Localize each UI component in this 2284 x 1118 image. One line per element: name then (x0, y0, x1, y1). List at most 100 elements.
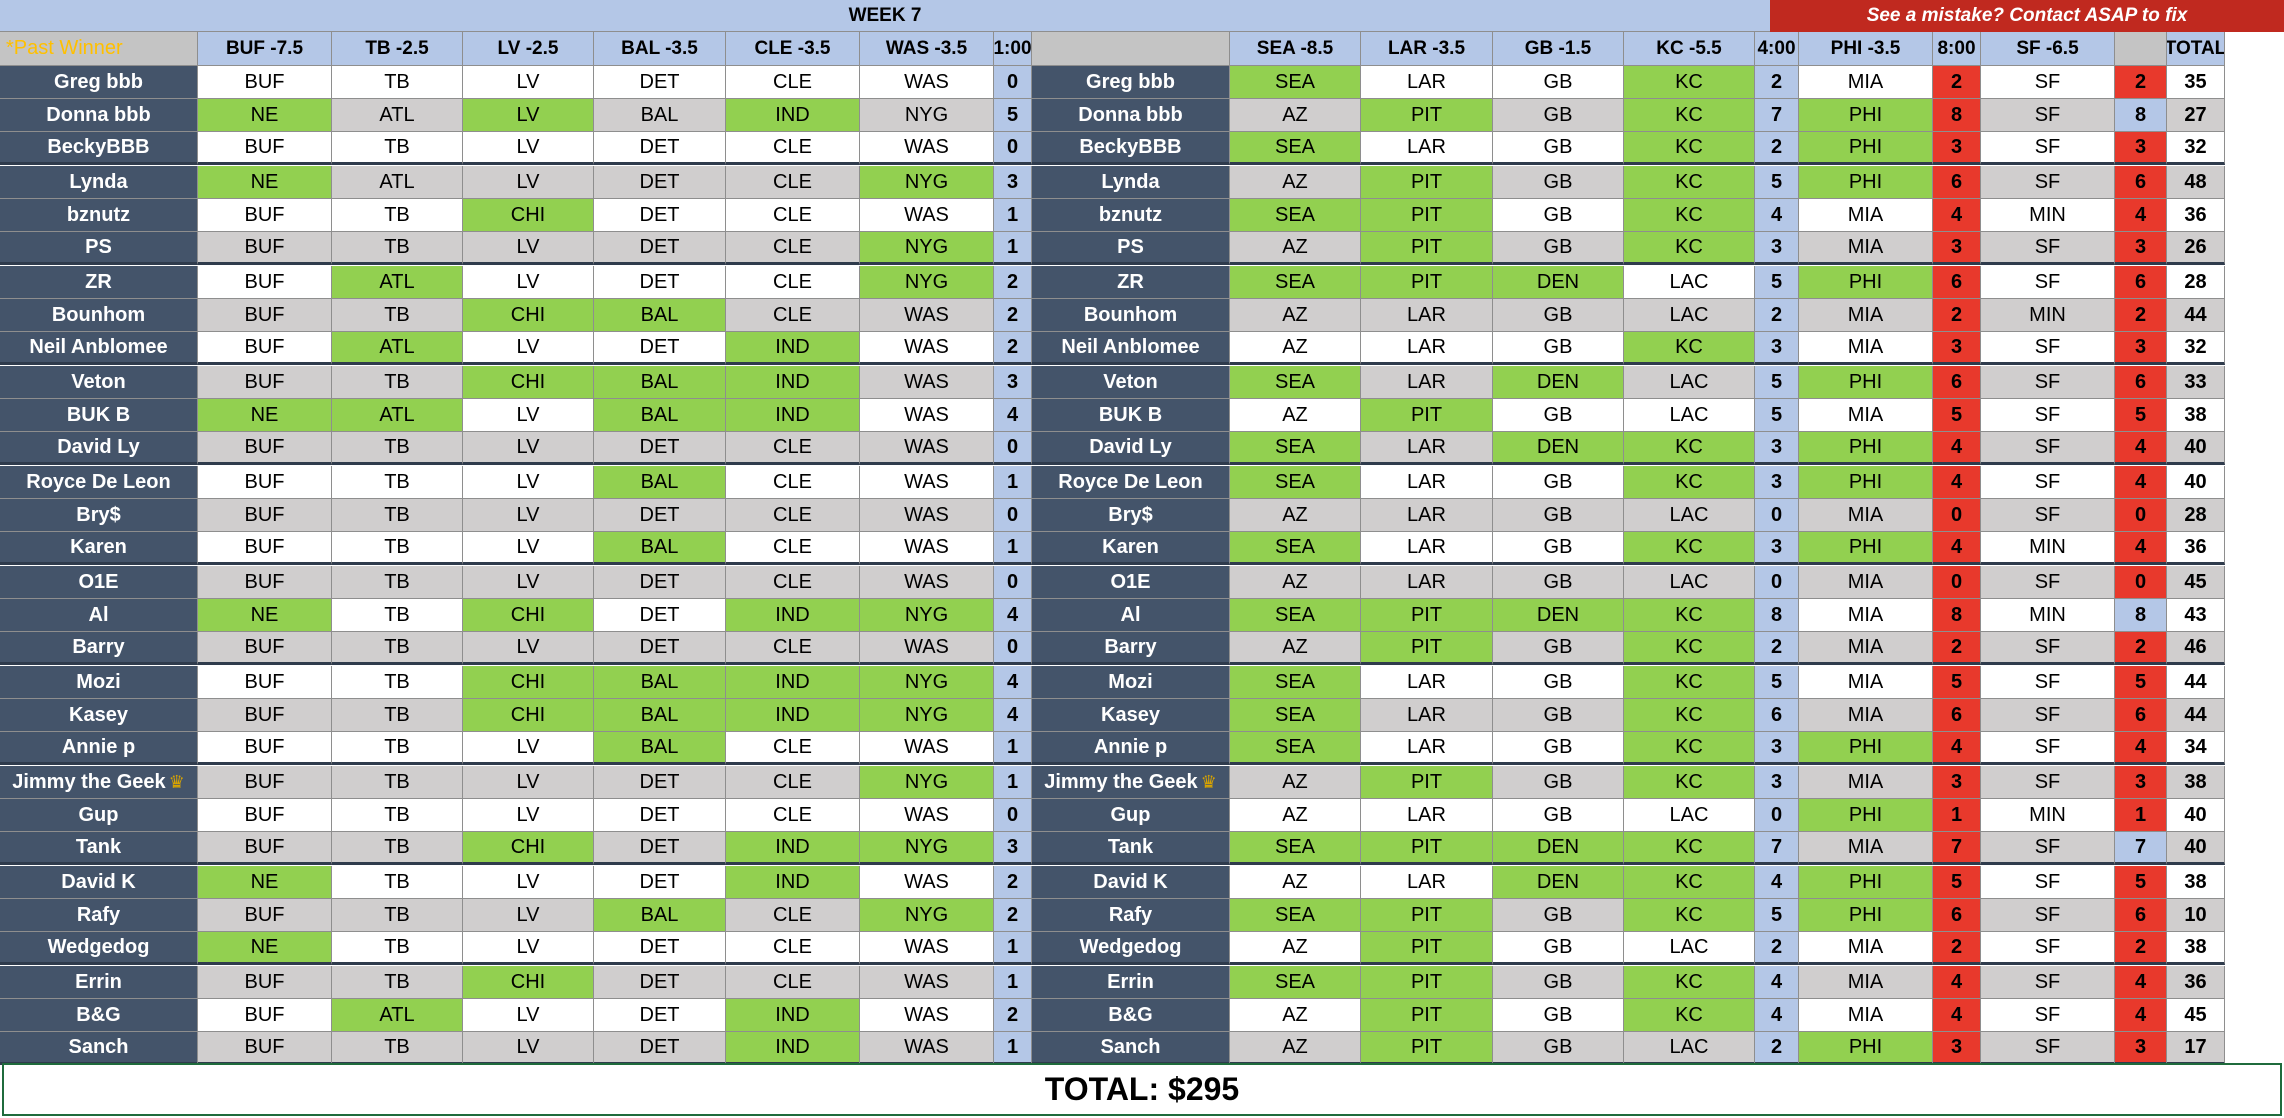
score-8pm: 4 (1933, 999, 1981, 1032)
pick-cell: PHI (1799, 432, 1933, 465)
score-final: 4 (2115, 432, 2167, 465)
pick-cell: SEA (1230, 132, 1361, 165)
score-8pm: 7 (1933, 832, 1981, 865)
pick-cell: SF (1981, 666, 2115, 699)
pick-cell: MIN (1981, 532, 2115, 565)
score-4pm: 5 (1755, 399, 1799, 432)
column-header: SEA -8.5 (1230, 32, 1361, 66)
pick-cell: SF (1981, 632, 2115, 665)
score-8pm: 5 (1933, 399, 1981, 432)
season-total: 45 (2167, 999, 2225, 1032)
pick-cell: DEN (1493, 266, 1624, 299)
pick-cell: CHI (463, 299, 594, 332)
score-8pm: 6 (1933, 166, 1981, 199)
pick-cell: BUF (198, 999, 332, 1032)
mistake-banner: See a mistake? Contact ASAP to fix (1770, 0, 2284, 32)
player-name: Neil Anblomee (1032, 332, 1230, 365)
pick-cell: MIA (1799, 499, 1933, 532)
pick-cell: BUF (198, 766, 332, 799)
pick-cell: CHI (463, 699, 594, 732)
pick-cell: DET (594, 832, 726, 865)
column-header: KC -5.5 (1624, 32, 1755, 66)
score-1pm: 2 (994, 299, 1032, 332)
pick-cell: DEN (1493, 366, 1624, 399)
score-8pm: 2 (1933, 66, 1981, 99)
column-header: LV -2.5 (463, 32, 594, 66)
pick-cell: SF (1981, 832, 2115, 865)
pick-cell: GB (1493, 566, 1624, 599)
player-name: Sanch (0, 1032, 198, 1065)
pick-cell: TB (332, 966, 463, 999)
score-4pm: 0 (1755, 499, 1799, 532)
player-name: Tank (0, 832, 198, 865)
score-final: 3 (2115, 1032, 2167, 1065)
pick-cell: TB (332, 699, 463, 732)
player-name: David K (0, 866, 198, 899)
pick-cell: CLE (726, 66, 860, 99)
score-1pm: 2 (994, 266, 1032, 299)
score-8pm: 4 (1933, 732, 1981, 765)
pick-cell: PHI (1799, 99, 1933, 132)
score-1pm: 4 (994, 599, 1032, 632)
player-name: Karen (1032, 532, 1230, 565)
pick-cell: LV (463, 499, 594, 532)
player-name: Mozi (1032, 666, 1230, 699)
pick-cell: SF (1981, 999, 2115, 1032)
pick-cell: KC (1624, 432, 1755, 465)
pick-cell: KC (1624, 232, 1755, 265)
score-final: 2 (2115, 299, 2167, 332)
pick-cell: LAR (1361, 332, 1493, 365)
score-final: 6 (2115, 266, 2167, 299)
season-total: 32 (2167, 332, 2225, 365)
pick-cell: DEN (1493, 432, 1624, 465)
player-name: Kasey (1032, 699, 1230, 732)
player-name: David Ly (1032, 432, 1230, 465)
pick-cell: BUF (198, 732, 332, 765)
pick-cell: AZ (1230, 499, 1361, 532)
pick-cell: IND (726, 399, 860, 432)
score-1pm: 1 (994, 932, 1032, 965)
player-name: Lynda (1032, 166, 1230, 199)
score-final: 3 (2115, 766, 2167, 799)
pick-cell: SEA (1230, 966, 1361, 999)
pick-cell: LAC (1624, 566, 1755, 599)
pick-cell: GB (1493, 166, 1624, 199)
player-name: Barry (0, 632, 198, 665)
pick-cell: LAR (1361, 532, 1493, 565)
pick-cell: BUF (198, 966, 332, 999)
pick-cell: MIA (1799, 832, 1933, 865)
pick-cell: BUF (198, 699, 332, 732)
score-1pm: 4 (994, 666, 1032, 699)
player-name: Kasey (0, 699, 198, 732)
pick-cell: GB (1493, 532, 1624, 565)
pick-cell: CLE (726, 232, 860, 265)
pick-cell: DET (594, 1032, 726, 1065)
player-name: BeckyBBB (1032, 132, 1230, 165)
pick-cell: TB (332, 732, 463, 765)
player-name: Gup (0, 799, 198, 832)
pick-cell: AZ (1230, 232, 1361, 265)
column-header: 4:00 (1755, 32, 1799, 66)
column-header: PHI -3.5 (1799, 32, 1933, 66)
score-1pm: 0 (994, 66, 1032, 99)
pick-cell: BUF (198, 232, 332, 265)
player-name: O1E (0, 566, 198, 599)
pick-cell: KC (1624, 132, 1755, 165)
season-total: 44 (2167, 666, 2225, 699)
pick-cell: DEN (1493, 866, 1624, 899)
pick-cell: DET (594, 599, 726, 632)
player-name: Rafy (1032, 899, 1230, 932)
player-name: Errin (1032, 966, 1230, 999)
pick-cell: MIN (1981, 299, 2115, 332)
column-header: WAS -3.5 (860, 32, 994, 66)
pick-cell: BUF (198, 66, 332, 99)
score-8pm: 3 (1933, 332, 1981, 365)
pick-cell: NE (198, 599, 332, 632)
score-4pm: 4 (1755, 966, 1799, 999)
pick-cell: WAS (860, 366, 994, 399)
pick-cell: TB (332, 366, 463, 399)
pick-cell: DET (594, 266, 726, 299)
pick-cell: MIA (1799, 299, 1933, 332)
score-1pm: 1 (994, 966, 1032, 999)
pick-cell: SF (1981, 132, 2115, 165)
